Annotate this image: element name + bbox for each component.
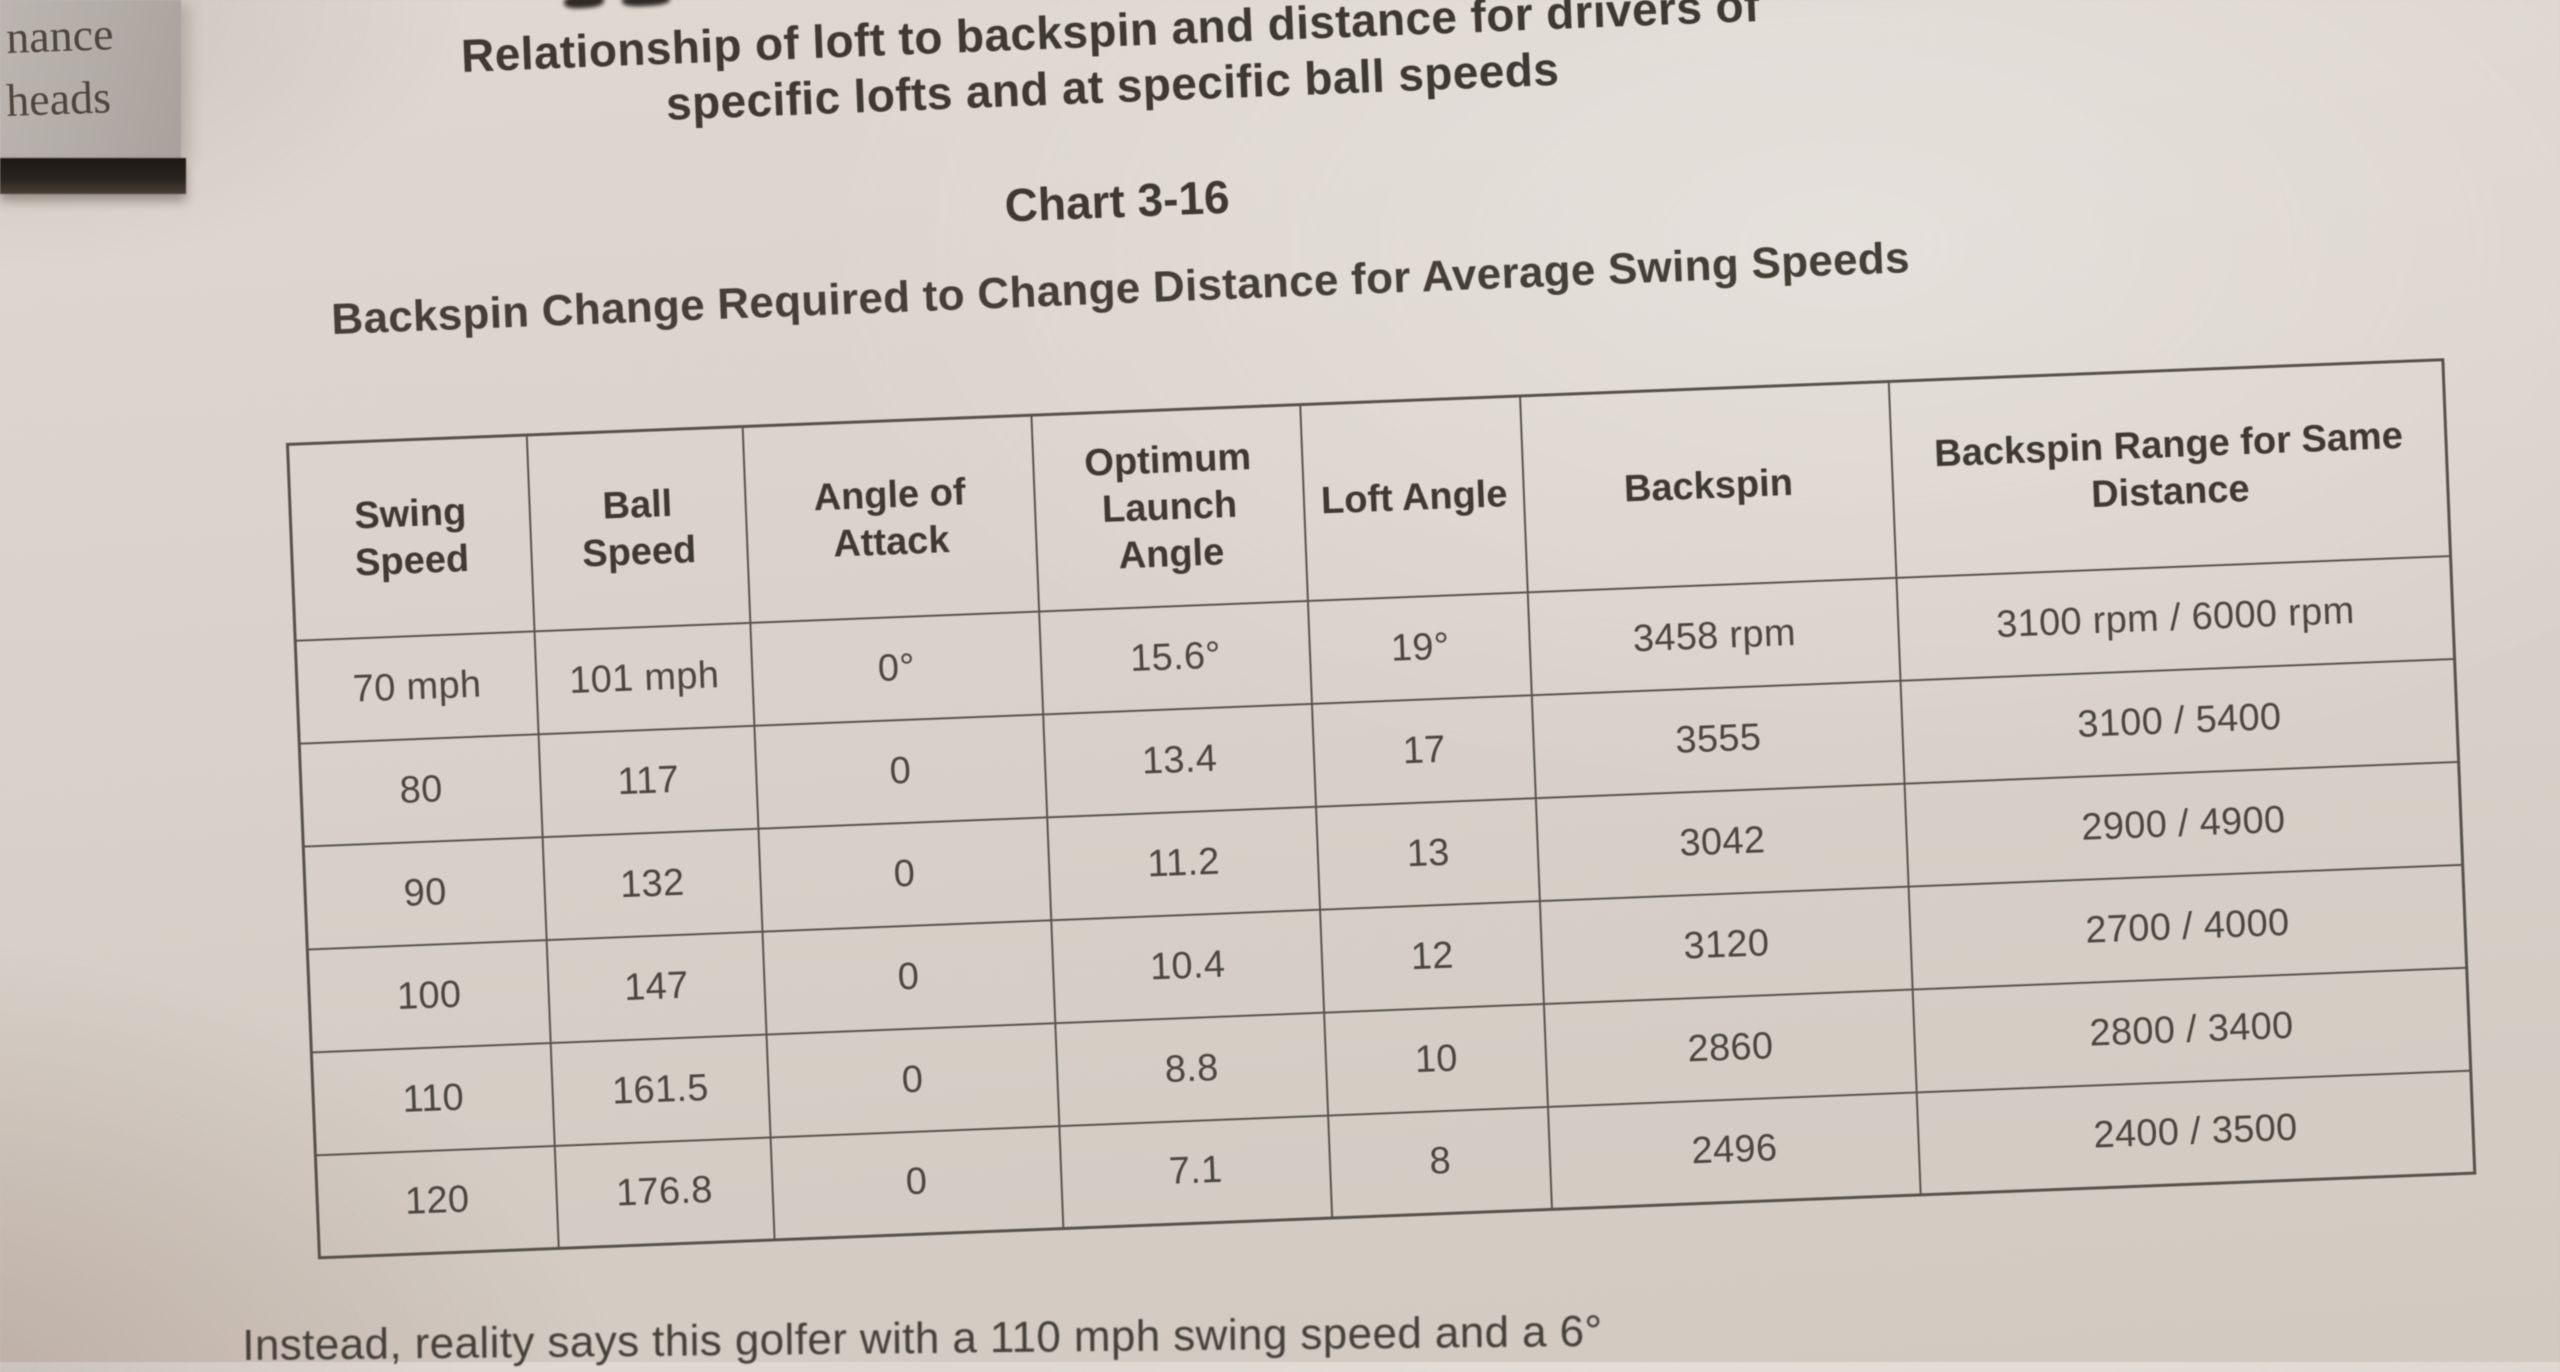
- column-header: Optimum Launch Angle: [1031, 404, 1309, 612]
- table-cell: 110: [311, 1042, 555, 1155]
- table-cell: 100: [307, 939, 551, 1052]
- table-cell: 0: [758, 816, 1051, 932]
- table-cell: 0°: [749, 611, 1043, 726]
- table-cell: 13: [1316, 797, 1541, 910]
- table-cell: 3458 rpm: [1527, 577, 1901, 695]
- table-cell: 3555: [1532, 680, 1905, 798]
- table-cell: 176.8: [554, 1136, 775, 1249]
- table-cell: 10.4: [1050, 909, 1325, 1023]
- table-cell: 132: [542, 828, 763, 940]
- table-cell: 13.4: [1042, 703, 1317, 817]
- table-cell: 12: [1320, 900, 1545, 1013]
- table-cell: 3120: [1540, 886, 1913, 1004]
- table-cell: 8: [1328, 1106, 1553, 1218]
- table-cell: 2860: [1544, 989, 1917, 1107]
- tab-shadow-band: [0, 158, 186, 194]
- table-cell: 0: [770, 1125, 1064, 1240]
- column-header: Angle of Attack: [742, 415, 1039, 623]
- page-edge-tab: nance heads: [0, 0, 181, 158]
- table-cell: 3042: [1536, 783, 1909, 901]
- table-cell: 10: [1324, 1003, 1549, 1116]
- table-cell: 147: [546, 931, 767, 1043]
- table-cell: 11.2: [1046, 806, 1321, 920]
- table-cell: 117: [538, 725, 759, 837]
- title-block: Relationship of loft to backspin and dis…: [110, 0, 2121, 353]
- table-cell: 0: [762, 919, 1055, 1035]
- column-header: Backspin Range for Same Distance: [1888, 359, 2451, 578]
- table-cell: 8.8: [1054, 1012, 1329, 1126]
- table-cell: 15.6°: [1038, 600, 1313, 714]
- backspin-distance-table: Swing Speed Ball Speed Angle of Attack Opti…: [285, 358, 2477, 1260]
- ink-mark: [621, 0, 671, 8]
- table-cell: 101 mph: [534, 622, 754, 734]
- clipped-text-fragment-top: [556, 0, 696, 12]
- table-cell: 120: [315, 1145, 559, 1258]
- column-header: Ball Speed: [526, 426, 750, 631]
- table-cell: 0: [766, 1022, 1059, 1137]
- table-cell: 161.5: [550, 1034, 771, 1146]
- table-cell: 17: [1312, 694, 1537, 807]
- table-cell: 90: [303, 836, 547, 950]
- table-cell: 2400 / 3500: [1916, 1070, 2475, 1195]
- column-header: Loft Angle: [1300, 395, 1528, 601]
- table-cell: 0: [753, 713, 1047, 829]
- table-cell: 2496: [1548, 1091, 1921, 1210]
- page-content: Relationship of loft to backspin and dis…: [150, 0, 2556, 1264]
- ink-mark: [563, 0, 605, 10]
- clipped-bottom-sentence: Instead, reality says this golfer with a…: [242, 1306, 1603, 1370]
- table-body: 70 mph 101 mph 0° 15.6° 19° 3458 rpm 3100 rpm …: [295, 555, 2475, 1258]
- column-header: Backspin: [1520, 381, 1897, 592]
- table-cell: 70 mph: [295, 630, 539, 744]
- table-cell: 19°: [1308, 591, 1533, 704]
- table-cell: 7.1: [1058, 1115, 1333, 1229]
- table-cell: 80: [299, 733, 543, 847]
- column-header: Swing Speed: [287, 435, 535, 641]
